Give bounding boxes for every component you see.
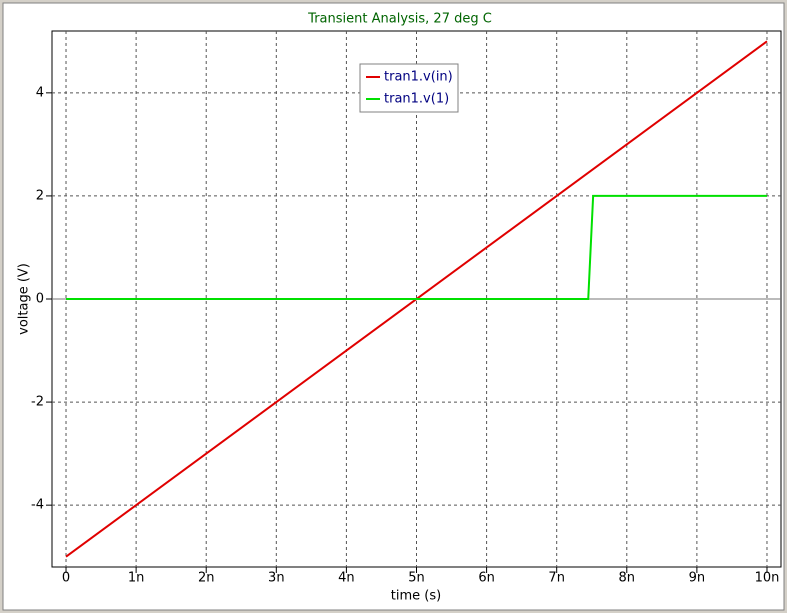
x-tick-label: 10n — [755, 571, 780, 586]
y-tick-label: 0 — [36, 292, 44, 307]
y-tick-label: -4 — [31, 498, 44, 513]
chart-title: Transient Analysis, 27 deg C — [307, 12, 492, 27]
legend-label: tran1.v(1) — [384, 92, 449, 107]
x-tick-label: 4n — [338, 571, 355, 586]
x-axis-label: time (s) — [391, 589, 441, 604]
x-tick-label: 0 — [62, 571, 70, 586]
x-tick-label: 2n — [198, 571, 215, 586]
x-tick-label: 9n — [689, 571, 706, 586]
x-tick-label: 8n — [619, 571, 636, 586]
legend-box — [359, 63, 459, 113]
series-line — [66, 194, 767, 300]
y-tick-label: 2 — [36, 188, 44, 203]
x-tick-label: 5n — [408, 571, 425, 586]
legend-label: tran1.v(in) — [384, 70, 453, 85]
x-tick-label: 6n — [478, 571, 495, 586]
x-tick-label: 3n — [268, 571, 285, 586]
y-tick-label: 4 — [36, 85, 44, 100]
y-tick-label: -2 — [31, 395, 44, 410]
x-tick-label: 7n — [548, 571, 565, 586]
x-tick-label: 1n — [128, 571, 145, 586]
y-axis-label: voltage (V) — [17, 263, 32, 335]
